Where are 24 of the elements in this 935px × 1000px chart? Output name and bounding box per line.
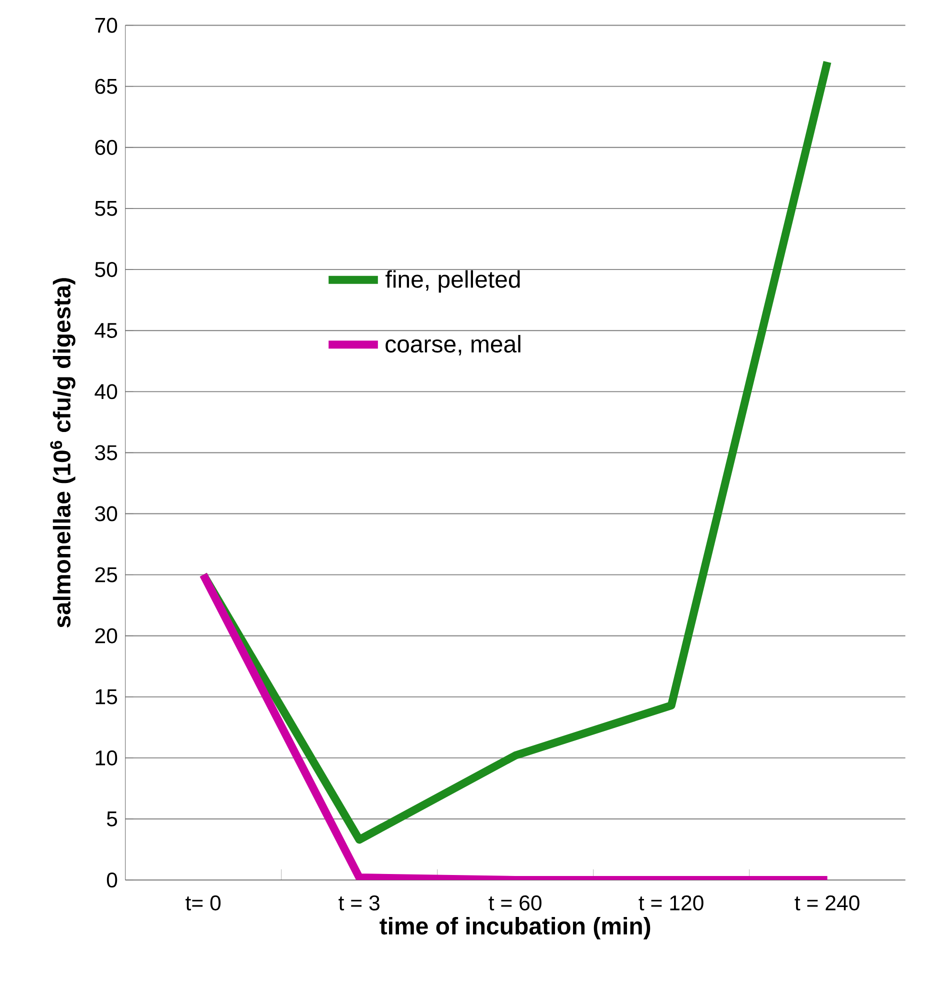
y-axis-title: salmonellae (10$^{6}$ cfu/g digesta): [50, 278, 76, 628]
x-tick-label: t = 240: [794, 895, 860, 910]
y-tick-label: 5: [107, 812, 118, 826]
y-tick-label: 10: [96, 750, 118, 766]
x-tick-label: t= 0: [186, 895, 221, 910]
y-tick-label: 45: [94, 323, 118, 338]
legend-label: fine, pelleted: [386, 270, 520, 293]
y-tick-label: 35: [95, 445, 118, 460]
y-tick-label: 50: [95, 262, 118, 278]
y-tick-label: 20: [95, 628, 118, 644]
x-tick-label: t = 3: [338, 895, 380, 910]
x-tick-label: t = 60: [488, 895, 542, 910]
x-axis-title: time of incubation (min): [380, 916, 650, 940]
y-tick-label: 0: [107, 872, 118, 888]
legend-label: coarse, meal: [386, 334, 520, 356]
y-tick-label: 70: [95, 18, 118, 33]
x-tick-label: t = 120: [638, 895, 704, 910]
y-tick-label: 15: [96, 689, 118, 704]
y-tick-label: 40: [94, 384, 118, 400]
y-tick-label: 25: [95, 567, 118, 582]
y-tick-label: 65: [95, 78, 118, 94]
y-tick-label: 30: [95, 506, 118, 522]
y-tick-label: 55: [95, 201, 118, 216]
y-tick-label: 60: [95, 140, 118, 155]
